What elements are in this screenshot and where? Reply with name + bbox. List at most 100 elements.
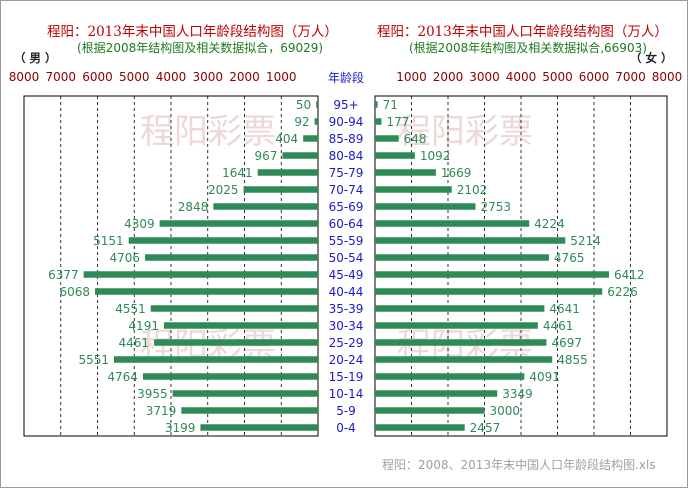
right-value-label: 3349	[502, 387, 533, 401]
left-chart-subtitle: (根据2008年结构图及相关数据拟合，69029)	[77, 40, 323, 55]
right-bar	[375, 237, 566, 244]
right-bar	[375, 169, 436, 176]
left-bar	[83, 271, 318, 278]
left-tick-label: 8000	[9, 70, 40, 84]
left-tick-label: 3000	[192, 70, 223, 84]
left-value-label: 6377	[48, 268, 79, 282]
right-bar	[375, 135, 399, 142]
right-tick-label: 1000	[396, 70, 427, 84]
right-tick-label: 5000	[542, 70, 573, 84]
right-bar	[375, 254, 549, 261]
right-value-label: 2102	[457, 183, 488, 197]
right-tick-label: 7000	[615, 70, 646, 84]
right-tick-label: 6000	[579, 70, 610, 84]
right-bar	[375, 118, 382, 125]
left-value-label: 3955	[137, 387, 168, 401]
right-bar	[375, 305, 545, 312]
male-label: （ 男 ）	[14, 51, 57, 65]
left-value-label: 3199	[165, 421, 196, 435]
right-value-label: 2457	[470, 421, 501, 435]
left-tick-label: 1000	[266, 70, 297, 84]
left-tick-label: 7000	[45, 70, 76, 84]
right-value-label: 71	[383, 98, 398, 112]
right-value-label: 648	[404, 132, 427, 146]
age-group-label: 20-24	[329, 353, 364, 367]
right-bar	[375, 339, 547, 346]
left-bar	[154, 339, 318, 346]
left-value-label: 1641	[222, 166, 253, 180]
left-bar	[142, 373, 318, 380]
left-value-label: 2025	[208, 183, 239, 197]
age-group-label: 25-29	[329, 336, 364, 350]
left-value-label: 3719	[146, 404, 177, 418]
left-chart-title: 程阳：2013年末中国人口年龄段结构图（万人）	[47, 24, 338, 40]
right-chart-title: 程阳：2013年末中国人口年龄段结构图（万人）	[377, 24, 668, 40]
right-bar	[375, 101, 378, 108]
right-value-label: 4461	[543, 319, 574, 333]
left-bar	[200, 424, 318, 431]
age-group-label: 95+	[333, 98, 358, 112]
right-bar	[375, 407, 485, 414]
left-value-label: 4706	[110, 251, 141, 265]
right-bar	[375, 390, 498, 397]
right-bar	[375, 356, 553, 363]
left-tick-label: 2000	[229, 70, 260, 84]
left-value-label: 967	[255, 149, 278, 163]
right-bar	[375, 186, 452, 193]
age-group-label: 60-64	[329, 217, 364, 231]
female-label: （ 女 ）	[630, 51, 673, 65]
right-value-label: 4641	[549, 302, 580, 316]
right-value-label: 1092	[420, 149, 451, 163]
age-group-label: 65-69	[329, 200, 364, 214]
right-bar	[375, 373, 525, 380]
left-bar	[257, 169, 318, 176]
right-value-label: 6226	[607, 285, 638, 299]
left-value-label: 404	[275, 132, 298, 146]
left-bar	[159, 220, 318, 227]
age-group-label: 50-54	[329, 251, 364, 265]
age-group-label: 35-39	[329, 302, 364, 316]
left-bar	[150, 305, 318, 312]
left-bar	[114, 356, 318, 363]
right-tick-label: 4000	[506, 70, 537, 84]
age-group-label: 5-9	[336, 404, 356, 418]
right-bar	[375, 220, 530, 227]
right-value-label: 4765	[554, 251, 585, 265]
right-chart-subtitle: (根据2008年结构图及相关数据拟合,66903)	[409, 40, 647, 55]
left-bar	[128, 237, 318, 244]
left-bar	[282, 152, 318, 159]
left-value-label: 5551	[78, 353, 109, 367]
right-bar	[375, 271, 610, 278]
left-value-label: 4309	[124, 217, 155, 231]
left-bar	[316, 101, 318, 108]
age-group-label: 30-34	[329, 319, 364, 333]
right-value-label: 4224	[534, 217, 565, 231]
left-tick-label: 5000	[119, 70, 150, 84]
age-group-label: 55-59	[329, 234, 364, 248]
right-tick-label: 3000	[469, 70, 500, 84]
age-group-label: 85-89	[329, 132, 364, 146]
age-group-label: 0-4	[336, 421, 356, 435]
right-value-label: 3000	[490, 404, 521, 418]
footer-filename: 程阳：2008、2013年末中国人口年龄段结构图.xls	[382, 457, 656, 472]
age-group-label: 15-19	[329, 370, 364, 384]
right-tick-label: 2000	[433, 70, 464, 84]
right-value-label: 177	[386, 115, 409, 129]
left-tick-label: 4000	[156, 70, 187, 84]
right-value-label: 5214	[570, 234, 601, 248]
age-group-label: 45-49	[329, 268, 364, 282]
left-value-label: 4764	[107, 370, 138, 384]
right-bar	[375, 152, 415, 159]
age-group-label: 90-94	[329, 115, 364, 129]
left-tick-label: 6000	[82, 70, 113, 84]
age-group-label: 75-79	[329, 166, 364, 180]
right-bar	[375, 288, 603, 295]
left-value-label: 4191	[128, 319, 159, 333]
age-group-label: 10-14	[329, 387, 364, 401]
left-value-label: 92	[294, 115, 309, 129]
left-bar	[303, 135, 318, 142]
left-bar	[181, 407, 318, 414]
right-tick-label: 8000	[652, 70, 683, 84]
